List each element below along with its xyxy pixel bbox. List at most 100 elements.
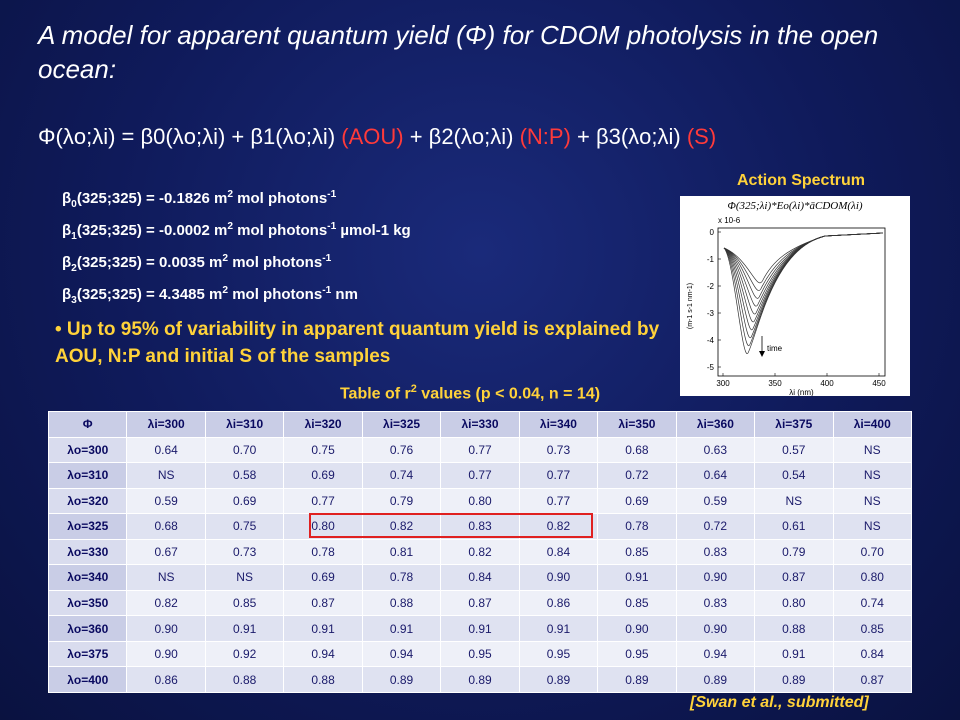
table-cell: 0.77 — [518, 462, 599, 489]
table-cell: 0.85 — [204, 589, 285, 617]
beta-line-3: β3(325;325) = 4.3485 m2 mol photons-1 nm — [62, 280, 411, 312]
table-cell: 0.79 — [361, 487, 442, 515]
table-cell: 0.89 — [597, 666, 677, 693]
table-cell: NS — [832, 462, 913, 489]
beta-line-3-part-2: (325;325) = 4.3485 m — [76, 286, 223, 303]
table-cell: 0.72 — [675, 513, 756, 540]
table-cell: 0.69 — [283, 462, 363, 489]
table-cell: 0.82 — [518, 513, 599, 540]
y-tick-label: -2 — [707, 282, 715, 291]
spectrum-curve — [723, 232, 884, 291]
x-tick-label: 300 — [716, 379, 730, 388]
table-cell: 0.94 — [361, 640, 442, 668]
table-cell: 0.88 — [283, 666, 363, 693]
plot-frame — [717, 227, 886, 377]
table-cell: 0.95 — [518, 640, 599, 668]
table-cell: 0.88 — [204, 666, 285, 693]
y-tick-label: 0 — [710, 228, 715, 237]
table-cell: 0.80 — [283, 513, 363, 540]
beta-line-1-part-2: (325;325) = -0.0002 m — [76, 222, 228, 239]
beta-line-0-part-3: 2 — [227, 189, 234, 200]
citation: [Swan et al., submitted] — [690, 694, 869, 711]
x-axis-label: λi (nm) — [789, 388, 814, 396]
table-cell: 0.86 — [126, 666, 206, 693]
beta-line-1-part-0: β — [62, 222, 72, 239]
table-cell: 0.83 — [675, 589, 756, 617]
table-cell: 0.90 — [126, 640, 206, 668]
table-cell: 0.87 — [832, 666, 913, 693]
table-caption: Table of r2 values (p < 0.04, n = 14) — [339, 383, 601, 403]
beta-line-1: β1(325;325) = -0.0002 m2 mol photons-1 µ… — [62, 216, 411, 248]
table-cell: 0.91 — [597, 564, 677, 591]
table-cell: 0.68 — [126, 513, 206, 540]
table-cell: NS — [754, 487, 834, 515]
table-cell: 0.80 — [832, 564, 913, 591]
spectrum-curve — [723, 232, 884, 354]
row-header: λo=350 — [47, 589, 128, 617]
table-cell: 0.69 — [597, 487, 677, 515]
table-cell: 0.58 — [204, 462, 285, 489]
table-cell: 0.90 — [675, 615, 756, 642]
table-cell: 0.82 — [440, 538, 520, 566]
table-cell: 0.70 — [204, 436, 285, 464]
table-cell: 0.76 — [361, 436, 442, 464]
table-cell: NS — [126, 462, 206, 489]
action-spectrum-title: Action Spectrum — [736, 172, 865, 189]
table-cell: 0.87 — [754, 564, 834, 591]
equation-mid1: + β2(λo;λi) — [403, 124, 520, 149]
row-header: λo=320 — [47, 487, 128, 515]
table-cell: 0.82 — [361, 513, 442, 540]
spectrum-curve — [723, 232, 884, 330]
row-header: λo=330 — [47, 538, 128, 566]
column-header: λi=400 — [832, 411, 913, 438]
table-cell: 0.89 — [754, 666, 834, 693]
table-cell: 0.78 — [597, 513, 677, 540]
table-cell: 0.91 — [283, 615, 363, 642]
column-header: λi=340 — [518, 411, 599, 438]
beta-line-3-part-5: -1 — [322, 285, 332, 296]
column-header: λi=310 — [204, 411, 285, 438]
table-cell: 0.85 — [832, 615, 913, 642]
beta-line-2: β2(325;325) = 0.0035 m2 mol photons-1 — [62, 248, 411, 280]
table-cell: 0.54 — [754, 462, 834, 489]
table-cell: 0.91 — [518, 615, 599, 642]
table-cell: NS — [832, 487, 913, 515]
summary-bullet: • Up to 95% of variability in apparent q… — [55, 319, 660, 367]
row-header: λo=340 — [47, 564, 128, 591]
spectrum-curve — [723, 232, 884, 315]
table-cell: 0.73 — [204, 538, 285, 566]
table-row: λo=360 0.90 0.91 0.91 0.91 0.91 0.91 0.90 0.90 0.… — [47, 615, 913, 642]
table-row: λo=330 0.67 0.73 0.78 0.81 0.82 0.84 0.85 0.83 0.… — [47, 538, 913, 566]
table-cell: 0.61 — [754, 513, 834, 540]
table-cell: 0.88 — [361, 589, 442, 617]
table-row: λo=320 0.59 0.69 0.77 0.79 0.80 0.77 0.69 0.59 NS… — [47, 487, 913, 515]
row-header: λo=360 — [47, 615, 128, 642]
beta-line-1-part-6: µmol-1 kg — [336, 222, 411, 239]
equation-np: (N:P) — [519, 124, 571, 149]
row-header: λo=310 — [47, 462, 128, 489]
spectrum-curve — [723, 232, 884, 307]
table-cell: 0.83 — [675, 538, 756, 566]
table-cell: 0.82 — [126, 589, 206, 617]
table-cell: 0.70 — [832, 538, 913, 566]
table-cell: 0.94 — [675, 640, 756, 668]
beta-line-3-part-6: nm — [331, 286, 358, 303]
table-cell: 0.80 — [440, 487, 520, 515]
beta-line-3-part-4: mol photons — [228, 286, 323, 303]
slide-title: A model for apparent quantum yield (Φ) f… — [38, 20, 879, 84]
table-cell: 0.86 — [518, 589, 599, 617]
equation-main-text: Φ(λo;λi) = β0(λo;λi) + β1(λo;λi) — [38, 124, 342, 149]
table-cell: 0.64 — [126, 436, 206, 464]
table-cell: 0.75 — [204, 513, 285, 540]
table-cell: 0.84 — [832, 640, 913, 668]
table-cell: 0.83 — [440, 513, 520, 540]
table-cell: 0.87 — [283, 589, 363, 617]
table-cell: 0.74 — [361, 462, 442, 489]
column-header: λi=320 — [283, 411, 363, 438]
table-cell: 0.74 — [832, 589, 913, 617]
table-cell: 0.77 — [518, 487, 599, 515]
row-header: λo=400 — [47, 666, 128, 693]
beta-line-2-part-5: -1 — [322, 253, 332, 264]
table-corner: Φ — [47, 411, 128, 438]
